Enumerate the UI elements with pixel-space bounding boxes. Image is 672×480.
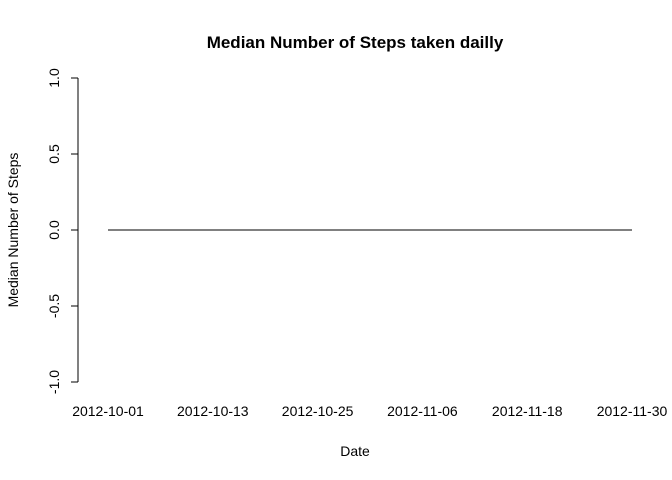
x-tick-label: 2012-10-13 [177,403,249,419]
y-tick-label: 1.0 [46,68,62,88]
x-axis-label: Date [340,443,370,459]
y-tick-label: 0.0 [46,220,62,240]
y-tick-label: -1.0 [46,370,62,394]
x-tick-label: 2012-10-25 [282,403,354,419]
y-axis-label: Median Number of Steps [5,153,21,308]
x-tick-label: 2012-11-30 [597,403,668,419]
x-tick-label: 2012-11-06 [387,403,458,419]
x-axis-ticks: 2012-10-01 2012-10-13 2012-10-25 2012-11-06… [72,403,667,419]
y-axis-ticks: -1.0 -0.5 0.0 0.5 1.0 [46,68,78,394]
chart-title: Median Number of Steps taken dailly [207,33,504,52]
x-tick-label: 2012-11-18 [492,403,563,419]
y-tick-label: 0.5 [46,144,62,164]
y-tick-label: -0.5 [46,294,62,318]
x-tick-label: 2012-10-01 [72,403,144,419]
